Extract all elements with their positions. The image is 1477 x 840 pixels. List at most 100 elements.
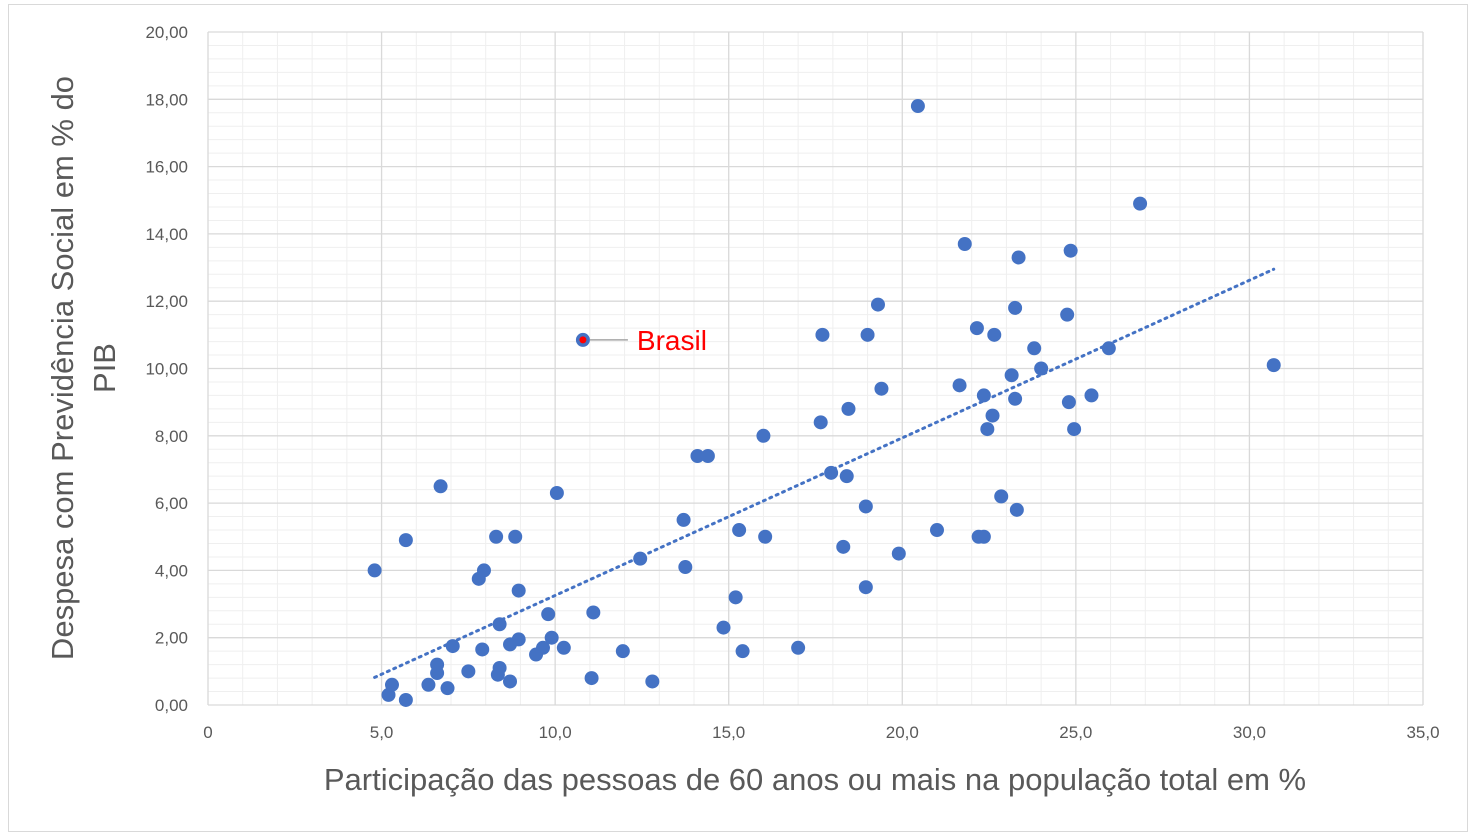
y-tick-label: 18,00 <box>145 90 188 109</box>
data-point <box>860 327 875 342</box>
data-point <box>508 529 523 544</box>
data-point <box>475 642 490 657</box>
x-axis-ticks: 0 5,0 10,0 15,0 20,0 25,0 30,0 35,0 <box>203 723 1439 742</box>
y-tick-label: 14,00 <box>145 225 188 244</box>
data-point <box>633 551 648 566</box>
data-point <box>586 605 601 620</box>
major-gridlines <box>207 31 1424 706</box>
highlight-group: Brasil <box>575 325 707 356</box>
data-point <box>728 590 743 605</box>
data-point <box>678 560 693 575</box>
data-point <box>732 523 747 538</box>
data-point <box>645 674 660 689</box>
data-point <box>584 671 599 686</box>
data-point <box>976 388 991 403</box>
data-point <box>815 327 830 342</box>
data-point <box>1008 300 1023 315</box>
y-tick-label: 20,00 <box>145 23 188 42</box>
data-point <box>758 529 773 544</box>
data-point <box>690 448 705 463</box>
y-tick-label: 6,00 <box>155 494 188 513</box>
data-point <box>1063 243 1078 258</box>
data-point <box>1027 341 1042 356</box>
data-point <box>1008 391 1023 406</box>
x-tick-label: 10,0 <box>539 723 572 742</box>
highlight-point <box>579 336 587 344</box>
x-tick-label: 20,0 <box>886 723 919 742</box>
x-axis-title: Participação das pessoas de 60 anos ou m… <box>324 762 1306 797</box>
data-points <box>367 99 1281 707</box>
data-point <box>544 630 559 645</box>
data-point <box>384 677 399 692</box>
x-tick-label: 35,0 <box>1406 723 1439 742</box>
data-point <box>980 422 995 437</box>
data-point <box>676 512 691 527</box>
data-point <box>930 523 944 538</box>
x-tick-label: 0 <box>203 723 212 742</box>
data-point <box>1009 502 1024 517</box>
data-point <box>994 489 1009 504</box>
data-point <box>756 428 771 443</box>
y-axis-title: Despesa com Previdência Social em % do P… <box>45 76 122 660</box>
data-point <box>1101 341 1116 356</box>
data-point <box>1004 368 1019 383</box>
chart-frame <box>8 4 1468 832</box>
x-tick-label: 15,0 <box>712 723 745 742</box>
data-point <box>969 321 984 336</box>
data-point <box>858 499 873 514</box>
data-point <box>541 607 556 622</box>
data-point <box>476 563 491 578</box>
highlight-label: Brasil <box>637 325 707 356</box>
data-point <box>1061 395 1076 410</box>
data-point <box>874 381 889 396</box>
data-point <box>492 660 507 675</box>
data-point <box>824 465 839 480</box>
data-point <box>433 479 448 494</box>
data-point <box>421 677 436 692</box>
data-point <box>535 640 550 655</box>
y-axis-ticks: 0,00 2,00 4,00 6,00 8,00 10,00 12,00 14,00 16,00… <box>145 23 188 715</box>
y-axis-title-line-1: Despesa com Previdência Social em % do <box>45 76 80 660</box>
data-point <box>870 297 885 312</box>
data-point <box>813 415 828 430</box>
data-point <box>511 583 526 598</box>
data-point <box>952 378 967 393</box>
y-tick-label: 2,00 <box>155 629 188 648</box>
data-point <box>910 99 925 114</box>
data-point <box>549 486 564 501</box>
data-point <box>398 692 413 707</box>
data-point <box>1084 388 1099 403</box>
data-point <box>1133 196 1148 211</box>
data-point <box>841 401 856 416</box>
data-point <box>1067 422 1082 437</box>
data-point <box>398 533 413 548</box>
data-point <box>839 469 854 484</box>
data-point <box>987 327 1002 342</box>
y-tick-label: 10,00 <box>145 360 188 379</box>
data-point <box>461 664 476 679</box>
data-point <box>716 620 731 635</box>
data-point <box>492 617 507 632</box>
data-point <box>445 639 460 654</box>
data-point <box>836 539 851 554</box>
x-tick-label: 25,0 <box>1059 723 1092 742</box>
data-point <box>440 681 455 696</box>
data-point <box>891 546 906 561</box>
data-point <box>511 632 526 647</box>
y-tick-label: 8,00 <box>155 427 188 446</box>
x-tick-label: 5,0 <box>370 723 394 742</box>
y-tick-label: 4,00 <box>155 561 188 580</box>
y-axis-title-line-2: PIB <box>87 343 122 393</box>
y-tick-label: 16,00 <box>145 158 188 177</box>
x-tick-label: 30,0 <box>1233 723 1266 742</box>
y-tick-label: 0,00 <box>155 696 188 715</box>
data-point <box>957 236 972 251</box>
data-point <box>791 640 806 655</box>
data-point <box>976 529 991 544</box>
data-point <box>489 529 504 544</box>
data-point <box>1034 361 1049 376</box>
data-point <box>700 448 715 463</box>
data-point <box>503 674 518 689</box>
data-point <box>615 644 630 659</box>
